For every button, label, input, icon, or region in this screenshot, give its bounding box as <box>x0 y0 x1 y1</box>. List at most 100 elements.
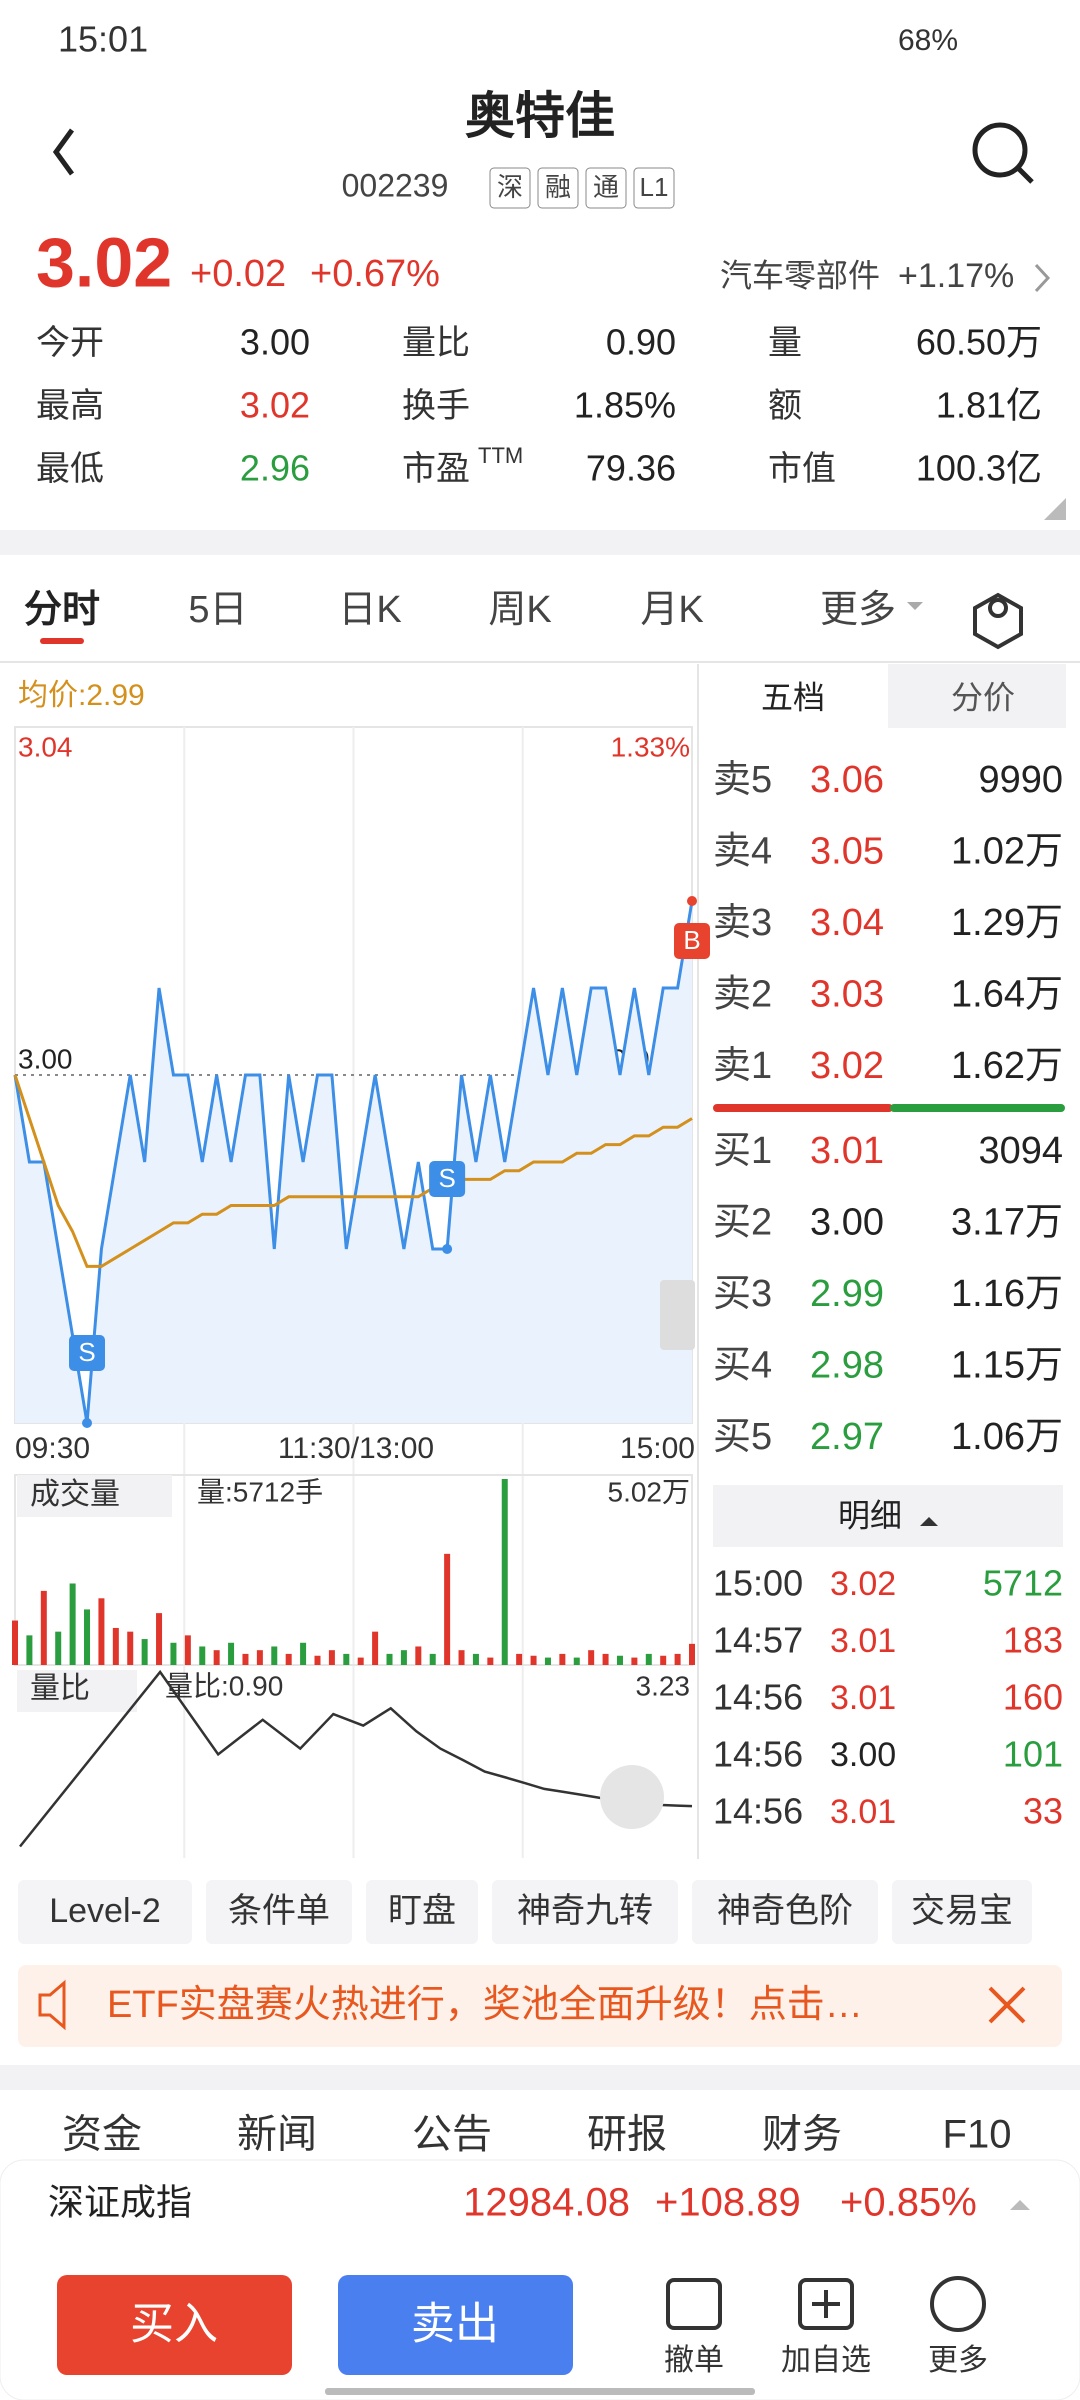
tool-chip[interactable] <box>492 1880 678 1944</box>
close[interactable] <box>988 1986 1026 2024</box>
stat-label: 换手 <box>402 387 470 425</box>
stat-value: 100.3亿 <box>916 448 1042 489</box>
ratio-max: 3.23 <box>636 1670 691 1701</box>
book-price: 2.99 <box>810 1273 884 1315</box>
spacer <box>0 1945 1080 1948</box>
vol-bar <box>40 1590 47 1665</box>
ratio-tab <box>17 1670 137 1712</box>
stat-label: 最低 <box>36 450 104 488</box>
ratio-title: 量比 <box>30 1672 90 1705</box>
tag: 深 <box>497 172 523 202</box>
split <box>697 664 699 1859</box>
vol-bar <box>530 1655 537 1665</box>
stat-value: 3.00 <box>240 322 310 363</box>
vol-bar <box>516 1653 523 1665</box>
vol-bar <box>271 1646 278 1665</box>
vol-bar <box>674 1653 681 1665</box>
vol-current: 量:5712手 <box>197 1476 323 1507</box>
index-pct: +0.85% <box>840 2181 977 2225</box>
tag-box <box>489 167 531 209</box>
stat-value: 1.81亿 <box>936 385 1042 426</box>
stat-label: 额 <box>768 387 802 425</box>
tab: 日K <box>338 589 401 631</box>
speaker <box>38 1979 66 2031</box>
tool-chip[interactable] <box>366 1880 478 1944</box>
bar-red <box>713 1104 893 1112</box>
side-handle <box>660 1280 695 1350</box>
banner-bg <box>18 1965 1062 2047</box>
gap <box>0 530 1080 555</box>
trade-badge <box>69 1335 106 1371</box>
vol-bar <box>429 1653 436 1665</box>
cancel-icon[interactable] <box>666 2278 722 2330</box>
book-price: 3.01 <box>810 1130 884 1172</box>
vol-bar <box>343 1653 350 1665</box>
book-level: 买3 <box>713 1273 772 1315</box>
trade-badge <box>429 1161 466 1197</box>
vol-bar <box>573 1657 580 1665</box>
time-label: 09:30 <box>15 1432 90 1465</box>
tab: 5日 <box>188 589 247 631</box>
vol-bar <box>415 1646 422 1665</box>
vol-bar <box>400 1650 407 1665</box>
book-price: 3.04 <box>810 902 884 944</box>
more-icon[interactable] <box>930 2276 986 2332</box>
add-icon[interactable] <box>798 2278 854 2330</box>
buy-button[interactable] <box>57 2275 292 2375</box>
tool-chip[interactable] <box>18 1880 192 1944</box>
book-level: 买1 <box>713 1130 772 1172</box>
trade-volume: 160 <box>1003 1677 1063 1718</box>
sell: 卖出 <box>411 2300 499 2349</box>
stat-sup: TTM <box>478 443 523 468</box>
stat-label: 量 <box>768 324 802 362</box>
vol-bar <box>631 1657 638 1665</box>
book-level: 买2 <box>713 1202 772 1244</box>
detail-bg <box>713 1485 1063 1547</box>
back[interactable] <box>52 128 75 176</box>
settings-dot <box>988 598 1008 618</box>
book-level: 卖3 <box>713 902 772 944</box>
bottom-tab: 资金 <box>62 2113 142 2157</box>
vol-bar <box>458 1650 465 1665</box>
book-price: 3.00 <box>810 1202 884 1244</box>
tool-chip[interactable] <box>692 1880 878 1944</box>
tool-chip[interactable] <box>892 1880 1032 1944</box>
bottom-tab: 研报 <box>587 2113 667 2157</box>
tab-bg <box>888 664 1066 728</box>
book-price: 3.02 <box>810 1045 884 1087</box>
book-price: 3.06 <box>810 759 884 801</box>
bottom-tab: 新闻 <box>237 2113 317 2157</box>
tool: 盯盘 <box>388 1892 456 1930</box>
trade-price: 3.02 <box>830 1565 896 1603</box>
vol-bar <box>199 1646 206 1665</box>
book-level: 买5 <box>713 1416 772 1458</box>
trade-price: 3.01 <box>830 1679 896 1717</box>
bar-green <box>890 1104 1065 1112</box>
book-level: 卖1 <box>713 1045 772 1087</box>
tool: 交易宝 <box>911 1892 1013 1930</box>
book-level: 卖4 <box>713 831 772 873</box>
tab: 更多 <box>820 589 896 631</box>
settings[interactable] <box>973 592 1023 650</box>
sell-button[interactable] <box>338 2275 573 2375</box>
more-caret <box>907 602 923 610</box>
vol-bar <box>328 1650 335 1665</box>
vol-bar <box>501 1479 508 1665</box>
trade-time: 15:00 <box>713 1563 803 1604</box>
tool-chip[interactable] <box>206 1880 352 1944</box>
vol-bar <box>472 1653 479 1665</box>
vol-bar <box>559 1653 566 1665</box>
book-tab: 分价 <box>951 679 1015 715</box>
vol-bar <box>12 1620 18 1665</box>
vol-bar <box>55 1631 62 1665</box>
chevron <box>1034 263 1051 293</box>
vol-bar <box>256 1650 263 1665</box>
vol-bar <box>228 1642 235 1665</box>
book-volume: 1.02万 <box>951 831 1063 873</box>
trade-price: 3.00 <box>830 1736 896 1774</box>
search[interactable] <box>972 122 1028 178</box>
vol-bar <box>84 1609 91 1665</box>
trade-time: 14:56 <box>713 1734 803 1775</box>
expand <box>600 1765 664 1829</box>
